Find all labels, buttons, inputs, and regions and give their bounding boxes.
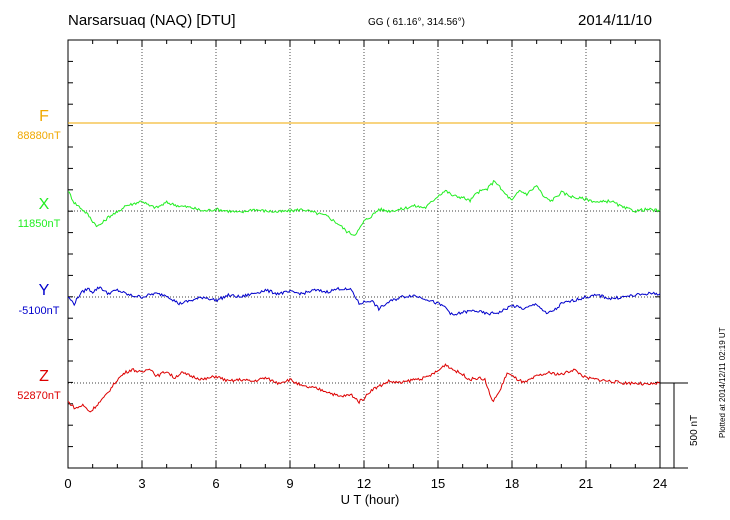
x-tick-label: 9: [286, 476, 294, 491]
series-line-x: [67, 179, 661, 236]
x-tick-label: 18: [504, 476, 520, 491]
baseline-label-y: -5100nT: [18, 305, 60, 317]
series-label-z: Z: [39, 368, 49, 385]
x-tick-label: 3: [138, 476, 146, 491]
series-label-f: F: [39, 108, 49, 125]
series-label-x: X: [38, 196, 50, 213]
chart-date: 2014/11/10: [578, 12, 652, 29]
x-tick-label: 21: [578, 476, 594, 491]
baseline-label-x: 11850nT: [17, 218, 61, 230]
x-tick-label: 24: [652, 476, 668, 491]
x-tick-label: 15: [430, 476, 446, 491]
grid-lines: [68, 40, 660, 468]
baseline-label-z: 52870nT: [17, 390, 61, 402]
plotted-timestamp: Plotted at 2014/12/11 02:19 UT: [718, 327, 727, 438]
station-title: Narsarsuaq (NAQ) [DTU]: [68, 12, 236, 29]
scale-bar-label: 500 nT: [689, 414, 700, 446]
geographic-coordinates: GG ( 61.16°, 314.56°): [368, 17, 465, 28]
series-line-z: [67, 363, 661, 413]
x-tick-label: 12: [356, 476, 372, 491]
x-axis-label: U T (hour): [340, 492, 400, 507]
x-tick-label: 6: [212, 476, 220, 491]
axis-ticks: [67, 39, 661, 469]
series-line-y: [67, 286, 661, 316]
series-label-y: Y: [38, 282, 50, 299]
x-tick-label: 0: [64, 476, 72, 491]
baseline-label-f: 88880nT: [17, 130, 61, 142]
series-lines: [67, 122, 661, 413]
scale-bar: [660, 382, 688, 469]
